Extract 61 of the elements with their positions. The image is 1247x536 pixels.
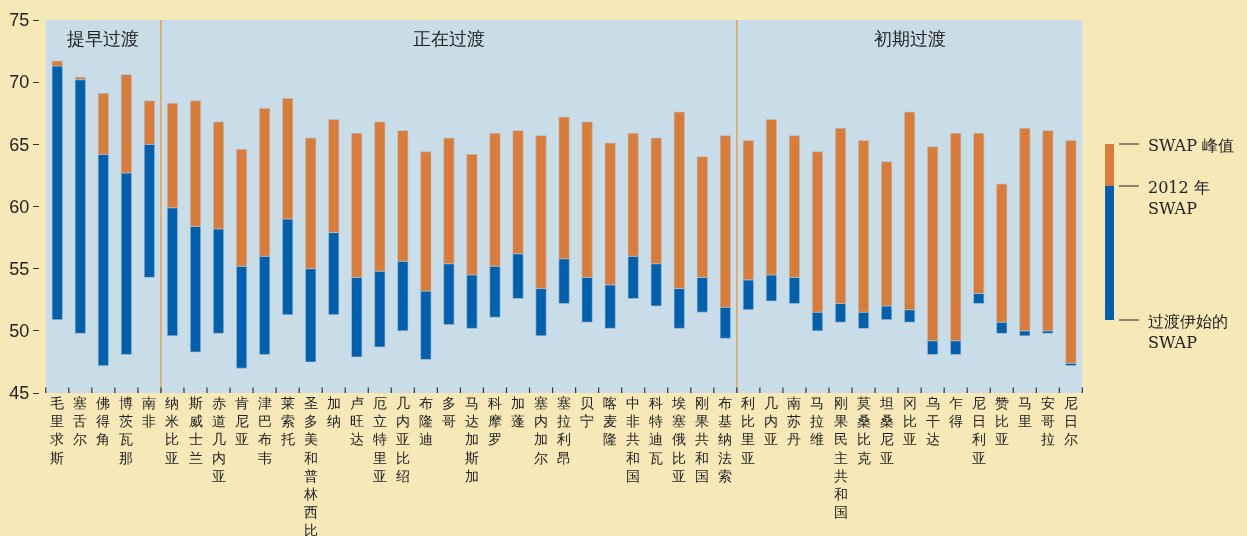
bar (1042, 130, 1054, 332)
x-tick-label: 布基纳法索 (718, 395, 733, 484)
x-tick-label: 刚果共和国 (695, 395, 710, 484)
band-label: 初期过渡 (874, 28, 946, 49)
x-tick-label: 赞比亚 (994, 395, 1009, 448)
x-tick-label: 几内亚比绍 (395, 395, 410, 484)
y-tick-label: 45 (9, 383, 30, 404)
x-tick-label: 中非共和国 (626, 395, 641, 484)
x-tick-label: 埃塞俄比亚 (671, 395, 687, 484)
text: SWAP 峰值 (1148, 136, 1235, 155)
x-tick-label: 尼日利亚 (971, 395, 986, 466)
x-tick-label: 坦桑尼亚 (878, 395, 894, 466)
x-tick-label: 佛得角 (96, 395, 111, 448)
x-tick-label: 纳米比亚 (165, 395, 180, 466)
x-tick-label: 莫桑比克 (856, 395, 871, 466)
x-tick-label: 塞舌尔 (73, 395, 88, 448)
bar (1065, 140, 1077, 364)
x-tick-label: 塞拉利昂 (557, 395, 572, 466)
text: 过渡伊始的 SWAP (1148, 312, 1228, 352)
y-tick-label: 60 (9, 196, 30, 217)
y-tick-label: 50 (9, 321, 30, 342)
text: 2012 年 SWAP (1148, 178, 1210, 218)
x-tick-label: 尼日尔 (1063, 395, 1078, 448)
x-tick-label: 马达加斯加 (464, 395, 479, 484)
x-tick-label: 乌干达 (925, 395, 940, 448)
x-tick-label: 厄立特里亚 (372, 395, 387, 484)
band-label: 正在过渡 (413, 28, 485, 49)
x-tick-label: 多哥 (441, 395, 456, 430)
x-tick-label: 布隆迪 (418, 395, 433, 448)
x-tick-label: 卢旺达 (349, 395, 364, 448)
x-tick-label: 科特迪瓦 (649, 395, 664, 466)
x-tick-label: 加蓬 (511, 395, 525, 430)
x-tick-label: 冈比亚 (902, 395, 917, 448)
bar (1019, 127, 1031, 332)
x-tick-label: 马里 (1017, 395, 1032, 430)
x-tick-label: 肯尼亚 (234, 395, 249, 448)
y-tick-label: 65 (9, 134, 30, 155)
x-tick-label: 利比里亚 (741, 395, 756, 466)
x-tick-label: 莱索托 (279, 395, 295, 448)
x-tick-label: 南非 (142, 395, 157, 430)
x-tick-label: 博茨瓦那 (119, 395, 134, 466)
x-tick-label: 刚果民主共和国 (833, 395, 848, 521)
x-tick-label: 安哥拉 (1040, 395, 1055, 448)
band-label: 提早过渡 (67, 28, 139, 49)
x-tick-label: 乍得 (948, 395, 963, 430)
x-tick-label: 毛里求斯 (50, 395, 65, 466)
bar (74, 79, 86, 334)
x-tick-label: 斯威士兰 (188, 395, 203, 466)
x-tick-label: 科摩罗 (487, 395, 502, 448)
x-tick-label: 贝宁 (580, 395, 595, 430)
x-tick-label: 马拉维 (810, 395, 825, 448)
y-tick-label: 70 (9, 72, 30, 93)
x-tick-label: 津巴布韦 (257, 395, 272, 466)
x-tick-label: 加纳 (326, 395, 341, 430)
x-tick-label: 塞内加尔 (534, 395, 549, 466)
x-tick-label: 喀麦隆 (603, 395, 618, 448)
y-tick-label: 75 (9, 10, 30, 31)
x-tick-label: 南苏丹 (787, 395, 802, 448)
x-tick-label: 几内亚 (764, 395, 779, 448)
x-tick-label: 赤道几内亚 (211, 395, 226, 484)
y-tick-label: 55 (9, 258, 30, 279)
